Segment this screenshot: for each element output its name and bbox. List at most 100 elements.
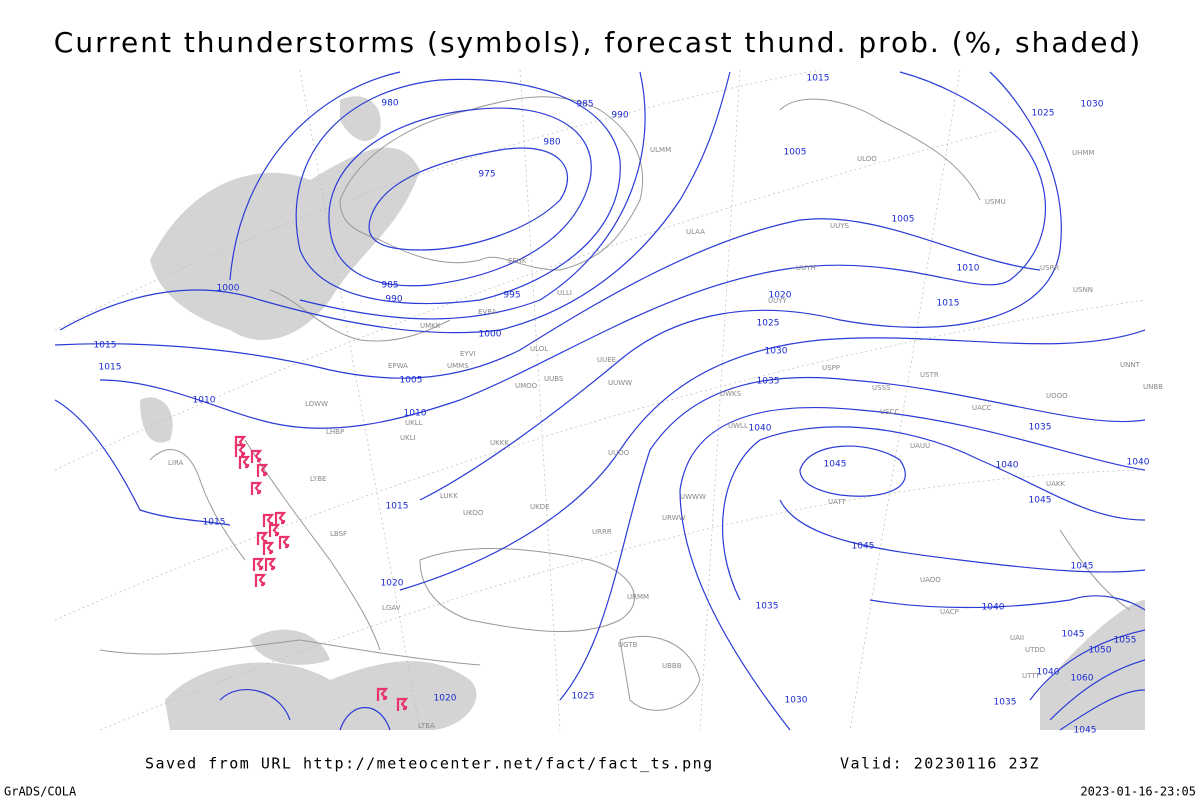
probability-shading bbox=[140, 96, 1145, 730]
station-label: EYVI bbox=[460, 350, 476, 358]
station-label: ULMM bbox=[650, 146, 671, 154]
station-label: UUEE bbox=[597, 356, 616, 364]
station-label: UWKS bbox=[720, 390, 742, 398]
thunderstorm-symbol bbox=[376, 687, 389, 701]
isobar-label: 1015 bbox=[386, 502, 409, 512]
isobars bbox=[54, 71, 1146, 731]
thunderstorm-symbol bbox=[268, 523, 281, 537]
isobar-label: 1005 bbox=[400, 376, 423, 386]
station-label: UATT bbox=[828, 498, 847, 506]
isobar-label: 1010 bbox=[404, 409, 427, 419]
isobar-label: 1000 bbox=[217, 284, 240, 294]
station-label: UUWW bbox=[608, 379, 632, 387]
station-label: LTBA bbox=[418, 722, 435, 730]
isobar-label: 1010 bbox=[957, 264, 980, 274]
timestamp: 2023-01-16-23:05 bbox=[1080, 785, 1196, 799]
isobar-label: 990 bbox=[385, 295, 402, 305]
station-label: UNBB bbox=[1143, 383, 1163, 391]
thunderstorm-symbols bbox=[234, 435, 409, 711]
station-label: UMOO bbox=[515, 382, 538, 390]
station-label: ULAA bbox=[686, 228, 705, 236]
isobar-label: 980 bbox=[381, 99, 398, 109]
isobar-label: 1015 bbox=[94, 341, 117, 351]
isobar-label: 1025 bbox=[757, 319, 780, 329]
isobar-label: 1020 bbox=[434, 694, 457, 704]
station-label: LBSF bbox=[330, 530, 347, 538]
station-label: UACP bbox=[940, 608, 959, 616]
station-label: UTTT bbox=[1022, 672, 1040, 680]
isobar-label: 975 bbox=[478, 170, 495, 180]
isobar-label: 1020 bbox=[381, 579, 404, 589]
isobar-label: 1045 bbox=[1062, 630, 1085, 640]
thunderstorm-symbol bbox=[252, 557, 265, 571]
station-label: UMKK bbox=[420, 322, 441, 330]
isobar-label: 1045 bbox=[1029, 496, 1052, 506]
isobar-label: 985 bbox=[381, 281, 398, 291]
station-label: UNNT bbox=[1120, 361, 1141, 369]
station-label: UKLL bbox=[405, 419, 423, 427]
station-label: UOOO bbox=[1046, 392, 1068, 400]
thunderstorm-symbol bbox=[238, 455, 251, 469]
isobar-label: 1040 bbox=[1127, 458, 1150, 468]
station-label: USRR bbox=[1040, 264, 1059, 272]
station-label: LHBP bbox=[326, 428, 344, 436]
station-label: UUOO bbox=[608, 449, 630, 457]
isobar-label: 1010 bbox=[193, 396, 216, 406]
station-label: URWW bbox=[662, 514, 686, 522]
station-label: USCC bbox=[880, 408, 899, 416]
station-label: ULOO bbox=[857, 155, 877, 163]
station-label: UKOO bbox=[463, 509, 484, 517]
isobar-label: 1040 bbox=[749, 424, 772, 434]
thunderstorm-symbol bbox=[254, 573, 267, 587]
isobar-label: 1000 bbox=[479, 330, 502, 340]
station-label: UUYS bbox=[830, 222, 850, 230]
isobar-label: 1060 bbox=[1071, 674, 1094, 684]
isobar-label: 1020 bbox=[769, 291, 792, 301]
isobar-label: 1040 bbox=[996, 461, 1019, 471]
isobar-label: 1015 bbox=[937, 299, 960, 309]
station-label: UUYH bbox=[796, 264, 816, 272]
station-label: EVRA bbox=[478, 308, 497, 316]
station-label: LIRA bbox=[168, 459, 184, 467]
isobar-label: 1045 bbox=[824, 460, 847, 470]
station-label: UGTB bbox=[618, 641, 638, 649]
isobar-label: 995 bbox=[503, 291, 520, 301]
isobar-label: 1055 bbox=[1114, 636, 1137, 646]
isobar-label: 1040 bbox=[1037, 668, 1060, 678]
isobar-label: 1035 bbox=[756, 602, 779, 612]
isobar-label: 1015 bbox=[203, 518, 226, 528]
station-label: ULOL bbox=[530, 345, 548, 353]
valid-time: Valid: 20230116 23Z bbox=[840, 755, 1040, 773]
coastlines bbox=[99, 96, 1131, 711]
graticule bbox=[54, 69, 1146, 731]
station-label: LYBE bbox=[310, 475, 326, 483]
station-label: UUYY bbox=[768, 297, 788, 305]
isobar-label: 1035 bbox=[994, 698, 1017, 708]
station-label: USTR bbox=[920, 371, 939, 379]
station-label: UBBB bbox=[662, 662, 682, 670]
station-label: UTDD bbox=[1025, 646, 1045, 654]
station-label: UKLI bbox=[400, 434, 416, 442]
station-label: USSS bbox=[872, 384, 891, 392]
isobar-label: 1050 bbox=[1089, 646, 1112, 656]
station-label: UAUU bbox=[910, 442, 930, 450]
map-area: 980 985 990 980 975 1015 1005 1025 1030 1005 1010 1… bbox=[54, 69, 1163, 736]
isobar-label: 1005 bbox=[784, 148, 807, 158]
thunderstorm-symbol bbox=[250, 481, 263, 495]
thunderstorm-symbol bbox=[250, 449, 263, 463]
station-label: UKDE bbox=[530, 503, 550, 511]
station-label: LUKK bbox=[440, 492, 458, 500]
isobar-label: 1035 bbox=[1029, 423, 1052, 433]
station-label: UHMM bbox=[1072, 149, 1094, 157]
station-label: UWLL bbox=[728, 422, 748, 430]
isobar-label: 1025 bbox=[1032, 109, 1055, 119]
station-label: EFHK bbox=[508, 257, 527, 265]
station-label: UUBS bbox=[544, 375, 564, 383]
map-background bbox=[55, 70, 1145, 730]
station-label: UWWW bbox=[680, 493, 706, 501]
isobar-label: 990 bbox=[611, 111, 628, 121]
station-label: LOWW bbox=[305, 400, 328, 408]
thunderstorm-symbol bbox=[274, 511, 287, 525]
station-label: USMU bbox=[985, 198, 1006, 206]
